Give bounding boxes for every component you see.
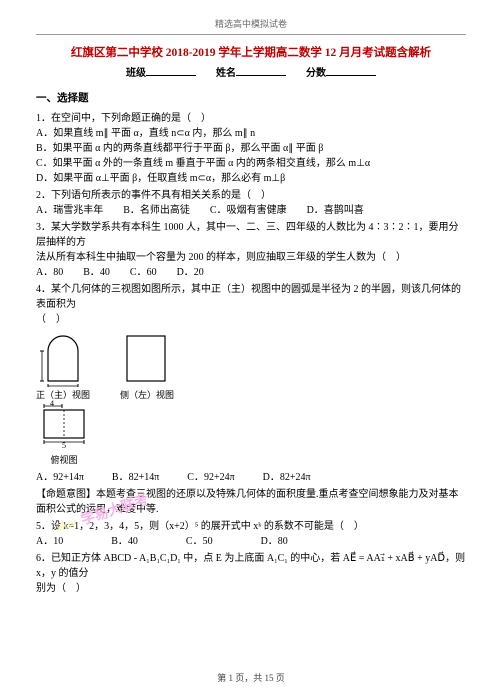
q4-stem: 4．某个几何体的三视图如图所示，其中正（主）视图中的圆弧是半径为 2 的半圆，则…	[36, 282, 466, 312]
q2-optC: C．吸烟有害健康	[210, 203, 287, 218]
name-label: 姓名	[216, 68, 236, 79]
q4-hint: 【命题意图】本题考查三视图的还原以及特殊几何体的面积度量.重点考查空间想象能力及…	[36, 487, 466, 517]
name-blank	[236, 66, 286, 76]
q4-optB: B．82+14π	[112, 470, 159, 485]
side-view-label: 侧（左）视图	[120, 389, 174, 403]
q4: 4．某个几何体的三视图如图所示，其中正（主）视图中的圆弧是半径为 2 的半圆，则…	[36, 282, 466, 517]
q3-optC: C．60	[130, 265, 157, 280]
q4-optD: D．82+24π	[263, 470, 311, 485]
q3-stem-l1: 3．某大学数学系共有本科生 1000 人，其中一、二、三、四年级的人数比为 4∶…	[36, 220, 466, 250]
dim4-label: 4	[50, 398, 54, 410]
front-view: 正（主）视图	[36, 331, 90, 403]
q4-hint-body: 本题考查三视图的还原以及特殊几何体的面积度量.重点考查空间想象能力及对基本面积公…	[36, 489, 459, 515]
views-row-1: 正（主）视图 侧（左）视图	[36, 331, 466, 403]
q6-stem: 6．已知正方体 ABCD - A₁B₁C₁D₁ 中，点 E 为上底面 A₁C₁ …	[36, 551, 466, 581]
dim5-label: 5	[62, 440, 66, 452]
q3-optD: D．20	[177, 265, 204, 280]
q2-options: A．瑞雪兆丰年 B．名师出高徒 C．吸烟有害健康 D．喜鹊叫喜	[36, 203, 466, 218]
q3-optA: A．80	[36, 265, 63, 280]
top-view: 4 5 俯视图	[36, 404, 92, 468]
q2: 2．下列语句所表示的事件不具有相关关系的是（ ） A．瑞雪兆丰年 B．名师出高徒…	[36, 188, 466, 218]
top-view-label: 俯视图	[36, 454, 92, 468]
q5-optA: A．10	[36, 534, 63, 549]
score-blank	[326, 66, 376, 76]
side-view: 侧（左）视图	[120, 331, 174, 403]
q4-paren: （ ）	[36, 312, 466, 327]
q1-optB: B．如果平面 α 内的两条直线都平行于平面 β，那么平面 α∥ 平面 β	[36, 141, 466, 156]
q3-options: A．80 B．40 C．60 D．20	[36, 265, 466, 280]
q4-hint-title: 【命题意图】	[36, 489, 96, 500]
q6: 6．已知正方体 ABCD - A₁B₁C₁D₁ 中，点 E 为上底面 A₁C₁ …	[36, 551, 466, 596]
q5-optB: B．40	[111, 534, 138, 549]
views-row-2: 4 5 俯视图	[36, 404, 466, 468]
q5: 5．设 k=1，2，3，4，5，则（x+2）⁵ 的展开式中 xᵏ 的系数不可能是…	[36, 519, 466, 549]
front-view-svg	[40, 331, 86, 387]
class-label: 班级	[126, 68, 146, 79]
header-divider	[36, 34, 466, 35]
class-blank	[146, 66, 196, 76]
q1-stem: 1．在空间中，下列命题正确的是（ ）	[36, 111, 466, 126]
q5-optC: C．50	[186, 534, 213, 549]
q2-optA: A．瑞雪兆丰年	[36, 203, 103, 218]
q1-optC: C．如果平面 α 外的一条直线 m 垂直于平面 α 内的两条相交直线，那么 m⊥…	[36, 156, 466, 171]
header-label: 精选高中模拟试卷	[36, 18, 466, 32]
exam-title: 红旗区第二中学校 2018-2019 学年上学期高二数学 12 月月考试题含解析	[36, 45, 466, 62]
score-label: 分数	[306, 68, 326, 79]
q1-optA: A．如果直线 m∥ 平面 α，直线 n⊂α 内，那么 m∥ n	[36, 126, 466, 141]
q6-stem2: 别为（ ）	[36, 581, 466, 596]
q1-optD: D．如果平面 α⊥平面 β，任取直线 m⊂α，那么必有 m⊥β	[36, 171, 466, 186]
info-row: 班级 姓名 分数	[36, 66, 466, 81]
q4-optC: C．92+24π	[187, 470, 234, 485]
exam-page: 精选高中模拟试卷 红旗区第二中学校 2018-2019 学年上学期高二数学 12…	[0, 0, 502, 596]
q3: 3．某大学数学系共有本科生 1000 人，其中一、二、三、四年级的人数比为 4∶…	[36, 220, 466, 280]
q4-options: A．92+14π B．82+14π C．92+24π D．82+24π	[36, 470, 466, 485]
section-1-heading: 一、选择题	[36, 91, 466, 107]
q1: 1．在空间中，下列命题正确的是（ ） A．如果直线 m∥ 平面 α，直线 n⊂α…	[36, 111, 466, 186]
q2-optB: B．名师出高徒	[123, 203, 190, 218]
q3-stem-l2: 法从所有本科生中抽取一个容量为 200 的样本，则应抽取三年级的学生人数为（ ）	[36, 250, 466, 265]
front-view-label: 正（主）视图	[36, 389, 90, 403]
q5-options: A．10 B．40 C．50 D．80	[36, 534, 466, 549]
q5-stem: 5．设 k=1，2，3，4，5，则（x+2）⁵ 的展开式中 xᵏ 的系数不可能是…	[36, 519, 466, 534]
page-footer: 第 1 页，共 15 页	[0, 671, 502, 684]
q2-stem: 2．下列语句所表示的事件不具有相关关系的是（ ）	[36, 188, 466, 203]
q3-optB: B．40	[83, 265, 110, 280]
side-view-svg	[122, 331, 172, 387]
q2-optD: D．喜鹊叫喜	[307, 203, 364, 218]
q5-optD: D．80	[261, 534, 288, 549]
q4-optA: A．92+14π	[36, 470, 84, 485]
